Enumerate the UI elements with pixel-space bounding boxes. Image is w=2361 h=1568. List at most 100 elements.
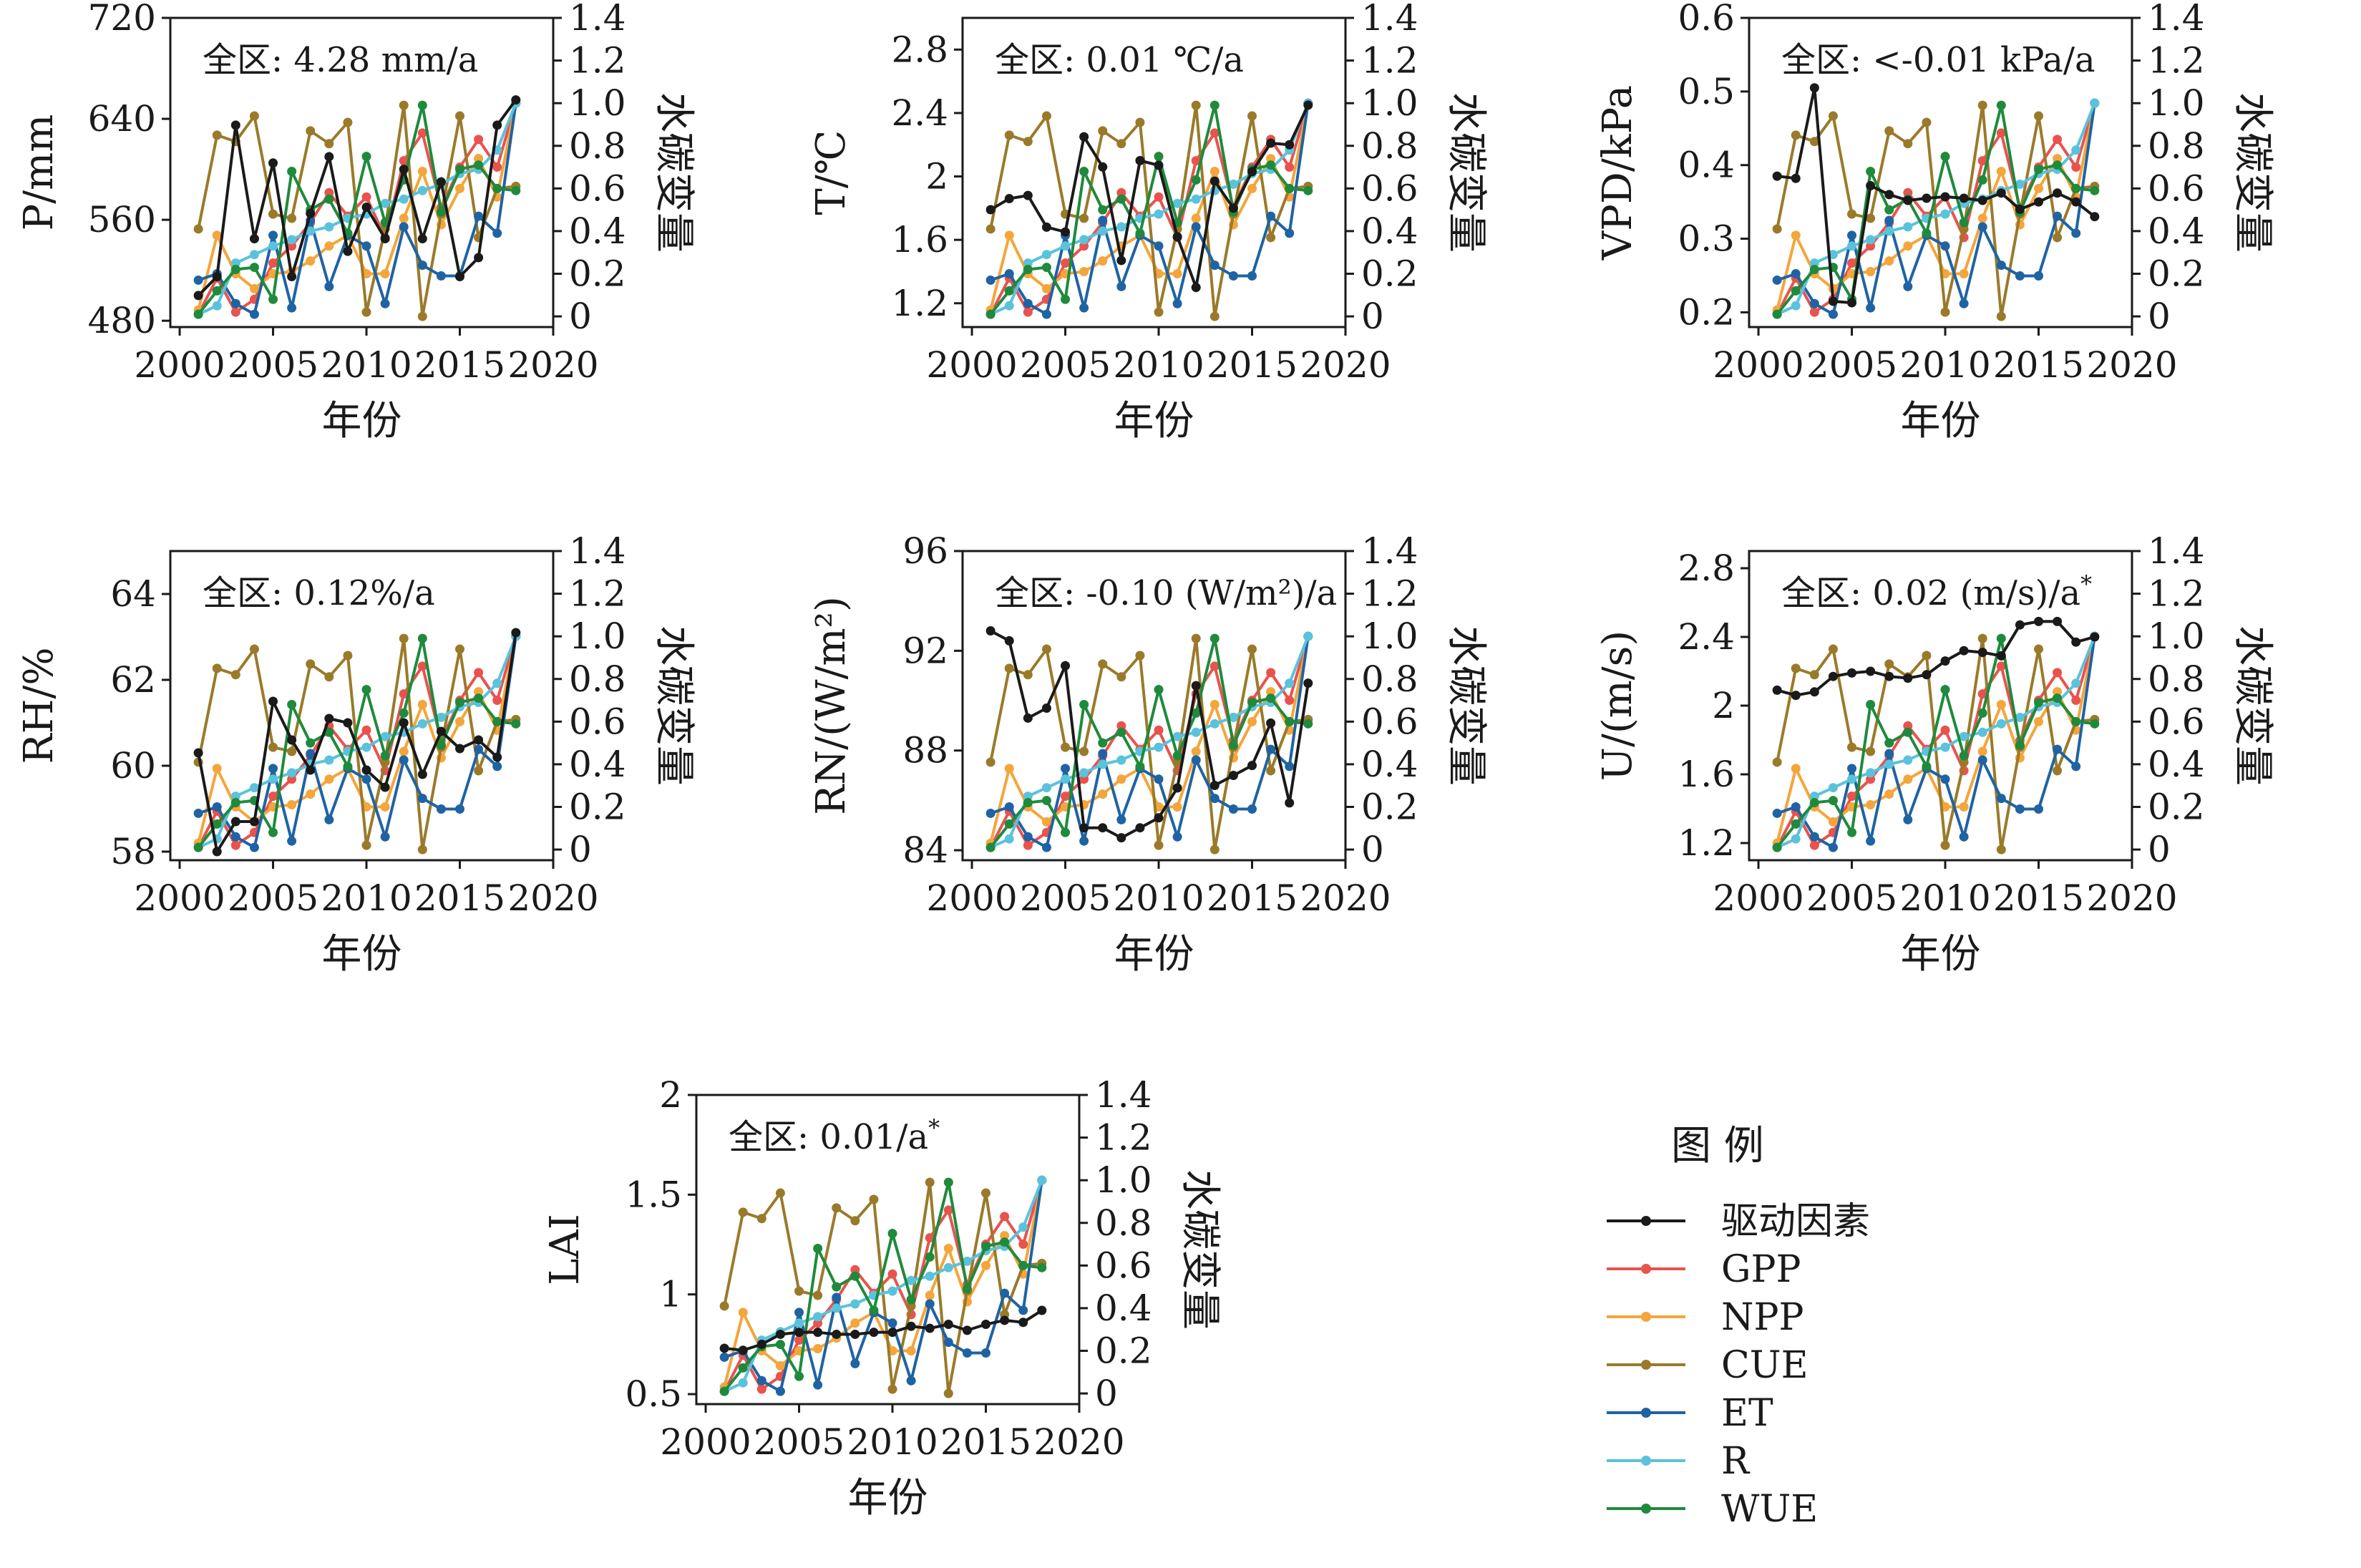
point-gpp	[1116, 721, 1126, 731]
point-et	[832, 1292, 842, 1302]
point-cue	[1079, 213, 1089, 223]
point-wue	[1866, 167, 1876, 177]
point-driver	[1996, 651, 2006, 661]
point-et	[1959, 298, 1969, 308]
y2-tick-label: 0.6	[569, 167, 626, 209]
point-npp	[1884, 256, 1894, 266]
point-gpp	[1000, 1212, 1010, 1222]
point-npp	[1903, 241, 1913, 251]
point-wue	[268, 294, 278, 304]
point-driver	[1266, 138, 1276, 148]
point-et	[268, 764, 278, 774]
point-r	[1940, 742, 1950, 752]
y2-axis-label: 水碳变量	[1443, 625, 1489, 786]
point-cue	[474, 766, 484, 776]
point-wue	[1061, 827, 1071, 837]
point-wue	[268, 827, 278, 837]
y-tick-label: 0.5	[1678, 71, 1735, 112]
point-cue	[1884, 659, 1894, 669]
point-wue	[193, 842, 203, 852]
point-r	[1079, 768, 1089, 778]
point-npp	[1977, 746, 1987, 756]
point-wue	[2053, 160, 2063, 170]
point-cue	[1772, 757, 1782, 767]
x-tick-label: 2005	[228, 877, 318, 919]
point-cue	[324, 139, 334, 149]
point-npp	[287, 800, 297, 810]
point-wue	[719, 1386, 729, 1396]
y2-tick-label: 0.6	[1361, 167, 1418, 209]
point-r	[738, 1378, 748, 1388]
point-r	[436, 712, 446, 722]
x-axis-label: 年份	[322, 398, 402, 444]
y-tick-label: 58	[110, 831, 156, 872]
point-gpp	[2053, 668, 2063, 678]
point-cue	[1922, 651, 1932, 661]
point-cue	[1772, 224, 1782, 234]
x-tick-label: 2005	[228, 344, 318, 386]
point-r	[943, 1262, 953, 1272]
point-r	[887, 1286, 897, 1296]
series-line-driver	[990, 104, 1310, 293]
point-driver	[1154, 813, 1164, 823]
point-r	[1079, 235, 1089, 245]
y2-axis-label: 水碳变量	[2229, 625, 2276, 786]
y-tick-label: 2.4	[1678, 616, 1735, 658]
point-gpp	[1847, 258, 1857, 268]
point-et	[1154, 774, 1164, 784]
point-npp	[1004, 764, 1014, 774]
point-cue	[212, 663, 222, 673]
point-driver	[832, 1329, 842, 1339]
point-et	[380, 298, 390, 308]
point-cue	[1940, 840, 1950, 850]
point-cue	[1884, 126, 1894, 136]
point-npp	[1209, 167, 1220, 177]
point-et	[1996, 794, 2006, 804]
point-driver	[985, 625, 995, 636]
point-driver	[1884, 671, 1894, 681]
point-driver	[1000, 1315, 1010, 1325]
point-et	[1247, 271, 1257, 281]
point-wue	[1847, 827, 1857, 837]
point-driver	[324, 714, 334, 724]
point-r	[1209, 719, 1220, 729]
point-driver	[1191, 283, 1201, 293]
point-wue	[455, 698, 465, 708]
point-gpp	[1847, 792, 1857, 802]
point-wue	[287, 167, 297, 177]
point-gpp	[399, 156, 409, 166]
point-et	[1996, 260, 2006, 271]
point-npp	[1266, 154, 1276, 164]
point-r	[1061, 241, 1071, 251]
point-gpp	[925, 1233, 935, 1243]
x-tick-label: 2010	[1899, 344, 1990, 386]
point-wue	[492, 183, 502, 193]
y-tick-label: 0.4	[1678, 145, 1735, 186]
point-et	[399, 222, 409, 232]
point-et	[474, 744, 484, 754]
point-cue	[1847, 209, 1857, 219]
point-et	[1828, 842, 1838, 852]
point-driver	[492, 752, 502, 762]
point-driver	[1228, 771, 1238, 781]
point-wue	[1116, 727, 1126, 737]
point-driver	[887, 1328, 897, 1338]
point-wue	[1041, 263, 1051, 273]
x-tick-label: 2015	[414, 877, 505, 919]
point-driver	[361, 202, 371, 212]
point-et	[1041, 842, 1051, 852]
point-gpp	[1809, 307, 1819, 317]
point-npp	[455, 716, 465, 726]
point-et	[1228, 804, 1238, 814]
point-cue	[985, 757, 995, 767]
y2-tick-label: 0.4	[1361, 210, 1418, 252]
point-gpp	[813, 1318, 823, 1328]
point-cue	[1098, 659, 1108, 669]
point-cue	[212, 130, 222, 140]
point-npp	[1172, 802, 1182, 812]
point-gpp	[268, 258, 278, 268]
point-r	[1996, 719, 2006, 729]
point-driver	[1061, 227, 1071, 237]
point-cue	[417, 844, 427, 854]
point-wue	[813, 1244, 823, 1254]
